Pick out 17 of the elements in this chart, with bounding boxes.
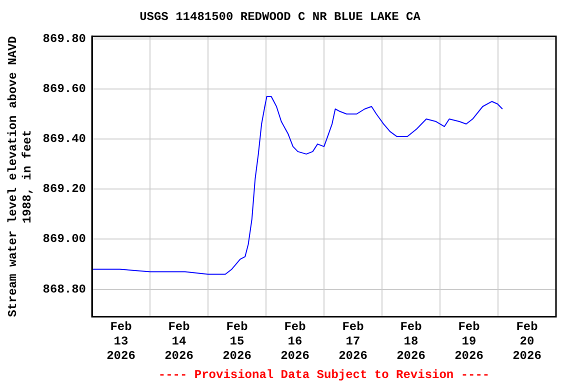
y-tick-label: 868.80: [42, 282, 86, 296]
text: ---- Provisional Data Subject to Revision ----: [158, 368, 490, 382]
x-tick-label: Feb 16 2026: [280, 320, 310, 363]
y-tick-label: 869.80: [42, 32, 86, 46]
x-tick-label: Feb 15 2026: [222, 320, 252, 363]
y-tick-label: 869.60: [42, 82, 86, 96]
y-tick-label: 869.20: [42, 182, 86, 196]
chart-title: USGS 11481500 REDWOOD C NR BLUE LAKE CA: [140, 10, 422, 24]
x-tick-label: Feb 17 2026: [338, 320, 368, 363]
x-tick-label: Feb 18 2026: [396, 320, 426, 363]
y-tick-label: 869.00: [42, 232, 86, 246]
x-tick-label: Feb 14 2026: [164, 320, 194, 363]
y-tick-label: 869.40: [42, 132, 86, 146]
x-tick-label: Feb 20 2026: [512, 320, 542, 363]
x-tick-label: Feb 19 2026: [454, 320, 484, 363]
x-tick-label: Feb 13 2026: [106, 320, 136, 363]
y-axis-title: Stream water level elevation above NAVD 1988, in feet: [6, 36, 35, 318]
